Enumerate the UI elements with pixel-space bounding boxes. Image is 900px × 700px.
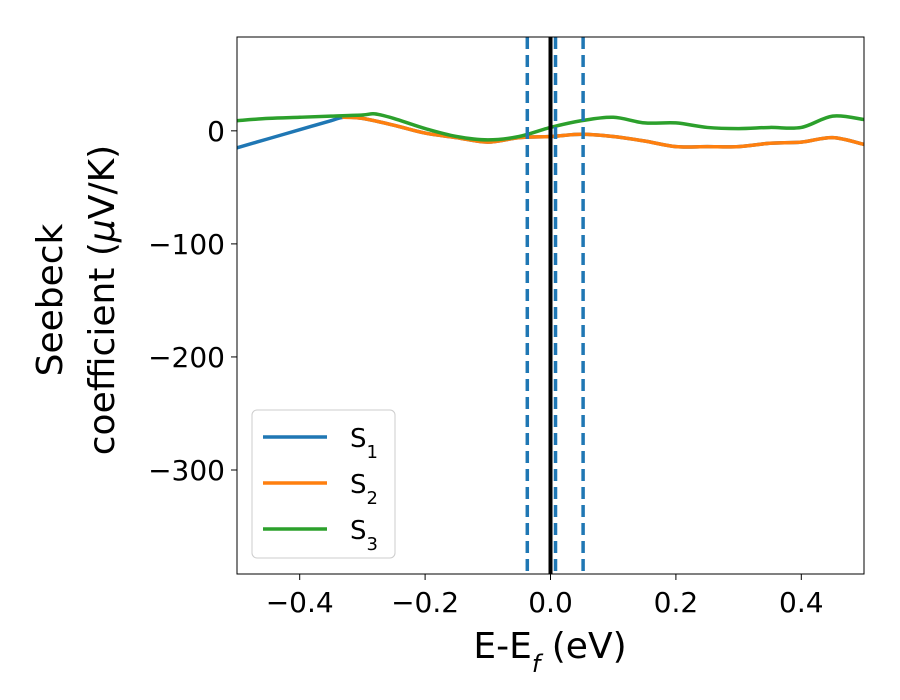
series-line-s3 <box>237 111 864 142</box>
y-tick-label: −100 <box>148 228 225 261</box>
x-tick-label: −0.2 <box>391 586 459 619</box>
legend-label-s1: S1 <box>350 424 378 463</box>
y-tick-label: −200 <box>148 341 225 374</box>
series-line-s2 <box>341 115 864 149</box>
x-tick-label: 0.4 <box>779 586 824 619</box>
y-axis-label-line1: Seebeck <box>30 223 71 376</box>
x-axis-label: E-Ef (eV) <box>473 626 626 678</box>
legend: S1 S2 S3 <box>251 409 396 559</box>
y-axis-label-line2: coefficient (μV/K) <box>82 145 123 455</box>
x-tick-label: 0.2 <box>654 586 699 619</box>
y-tick-label: −300 <box>148 454 225 487</box>
x-tick-label: −0.4 <box>266 586 334 619</box>
y-tick-label: 0 <box>207 115 225 148</box>
x-tick-label: 0.0 <box>528 586 573 619</box>
legend-label-s3: S3 <box>350 516 378 555</box>
legend-label-s2: S2 <box>350 470 378 509</box>
